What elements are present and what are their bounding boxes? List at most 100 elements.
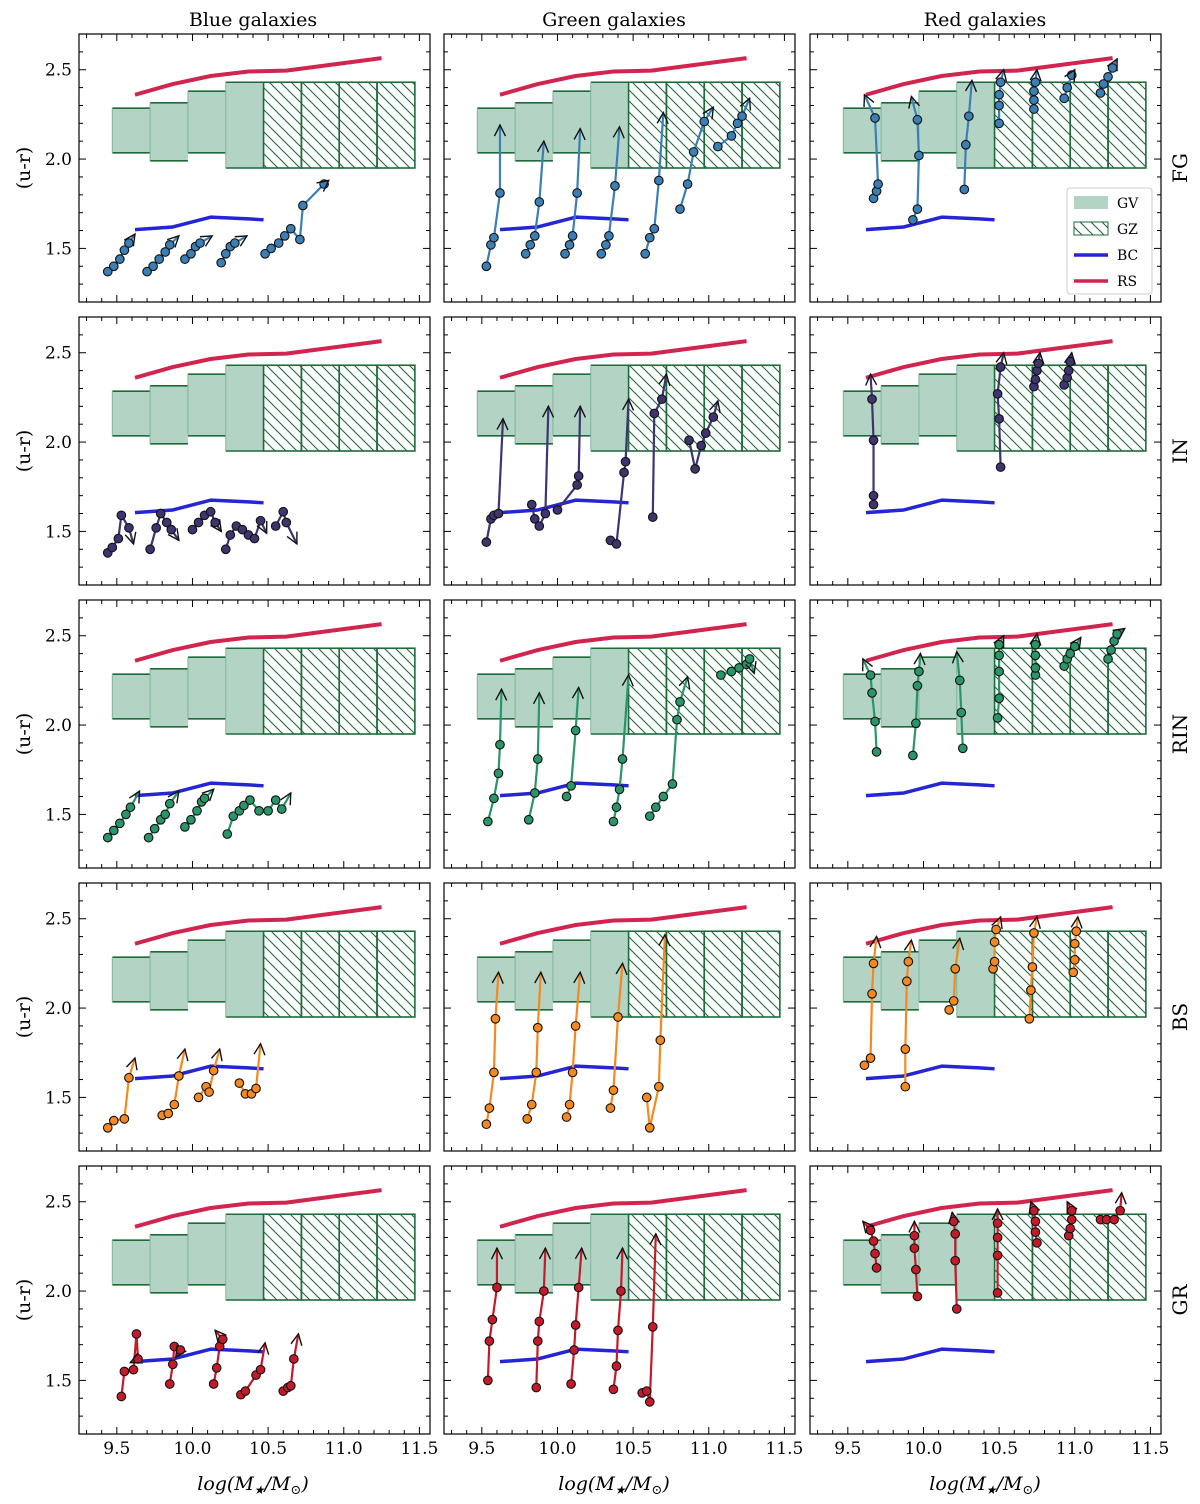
track-arrowhead (257, 1341, 270, 1355)
red-sequence-line (865, 1188, 1113, 1229)
track-point (1109, 1214, 1119, 1225)
track-point (908, 214, 918, 225)
track-point (145, 544, 155, 555)
track-point (994, 666, 1004, 677)
evolution-track-4 (608, 1246, 629, 1395)
blue-cloud-line (865, 1347, 995, 1364)
panel-ticks (444, 1165, 795, 1435)
evolution-track-1 (863, 93, 883, 204)
track-point (255, 515, 266, 526)
track-arrowhead (1066, 1200, 1078, 1215)
track-point (613, 1325, 623, 1336)
track-point (641, 1092, 652, 1103)
track-arrowhead (1106, 57, 1118, 72)
track-point (867, 688, 877, 698)
track-point (495, 739, 505, 750)
panel-bs-red (809, 882, 1162, 1152)
evolution-track-4 (605, 961, 628, 1113)
track-point (1026, 985, 1036, 996)
red-sequence-line (499, 339, 747, 380)
track-point (540, 508, 551, 519)
track-point (868, 958, 879, 969)
track-arrowhead (656, 111, 669, 125)
track-point (489, 232, 499, 243)
green-zone-bin-4 (376, 81, 416, 169)
track-point (481, 1119, 492, 1130)
x-axis-label-subscript-sun: ⊙ (651, 1483, 662, 1498)
green-zone-bin-3 (338, 647, 378, 735)
track-point (155, 508, 166, 519)
y-tick-label: 2.5 (45, 627, 72, 647)
evolution-track-3 (560, 127, 586, 259)
evolution-track-5 (1029, 632, 1042, 680)
track-point (699, 116, 710, 127)
track-arrowhead (496, 417, 509, 431)
track-point (912, 114, 923, 125)
evolution-track-3 (561, 970, 586, 1122)
track-arrowhead (573, 404, 587, 418)
panel-plot-area (842, 622, 1147, 798)
green-valley-bin-4 (590, 82, 629, 168)
x-tick-label: 11.5 (765, 1439, 803, 1459)
track-arrowhead (964, 78, 978, 93)
track-point (567, 231, 578, 241)
track-point (649, 223, 660, 234)
green-zone-bin-3 (1069, 1213, 1109, 1301)
green-valley-bin-2 (515, 951, 553, 1010)
track-point (737, 111, 747, 122)
panel-frame (809, 33, 1162, 303)
track-point (914, 150, 924, 161)
evolution-track-5 (647, 372, 671, 522)
track-arrowhead (947, 1210, 961, 1225)
green-valley-bin-4 (225, 1214, 264, 1300)
track-point (726, 130, 737, 141)
red-sequence-line (865, 905, 1113, 946)
track-point (1027, 962, 1038, 972)
track-point (954, 675, 965, 686)
track-arrowhead (1114, 1191, 1127, 1205)
x-tick-label: 11.0 (690, 1439, 728, 1459)
track-point (865, 1053, 876, 1063)
x-tick-label: 10.0 (905, 1439, 943, 1459)
track-arrowhead (951, 650, 964, 664)
panel-ticks (810, 599, 1161, 869)
track-arrowhead (615, 961, 628, 976)
track-point (644, 1396, 655, 1407)
panel-ticks (79, 882, 430, 1152)
track-point (596, 248, 607, 259)
green-valley-bin-3 (552, 657, 591, 719)
track-point (107, 542, 118, 553)
green-zone-bin-2 (300, 364, 341, 452)
green-zone-bin-4 (1107, 1213, 1147, 1301)
panel-ticks (79, 1165, 430, 1435)
panel-fg-blue: 1.5 2.0 2.5 (45, 33, 431, 303)
track-point (121, 809, 131, 820)
evolution-track-3 (1029, 351, 1045, 392)
track-point (481, 537, 492, 547)
green-valley-bin-2 (150, 385, 188, 444)
panel-plot-area (476, 905, 781, 1133)
track-point (495, 188, 505, 198)
track-point (871, 747, 882, 757)
track-arrowhead (532, 691, 546, 705)
track-point (572, 480, 582, 490)
track-point (1103, 72, 1113, 82)
track-point (225, 530, 236, 540)
track-line (274, 510, 298, 545)
evolution-track-2 (531, 1246, 552, 1393)
track-point (251, 1083, 261, 1094)
track-point (908, 750, 918, 761)
row-label-in: IN (1168, 438, 1192, 463)
track-point (245, 795, 255, 805)
track-point (108, 1115, 119, 1126)
green-zone-bin-4 (1107, 930, 1147, 1018)
x-tick-label: 11.0 (325, 1439, 363, 1459)
track-arrowhead (129, 1352, 143, 1364)
track-point (552, 505, 563, 515)
evolution-track-3 (180, 788, 215, 832)
track-point (561, 791, 572, 802)
track-arrowhead (210, 519, 223, 533)
track-arrowhead (745, 660, 757, 675)
track-point (989, 956, 1000, 967)
y-axis-labels: (u-r) (u-r) (u-r) (u-r) (u-r) (13, 147, 35, 1322)
